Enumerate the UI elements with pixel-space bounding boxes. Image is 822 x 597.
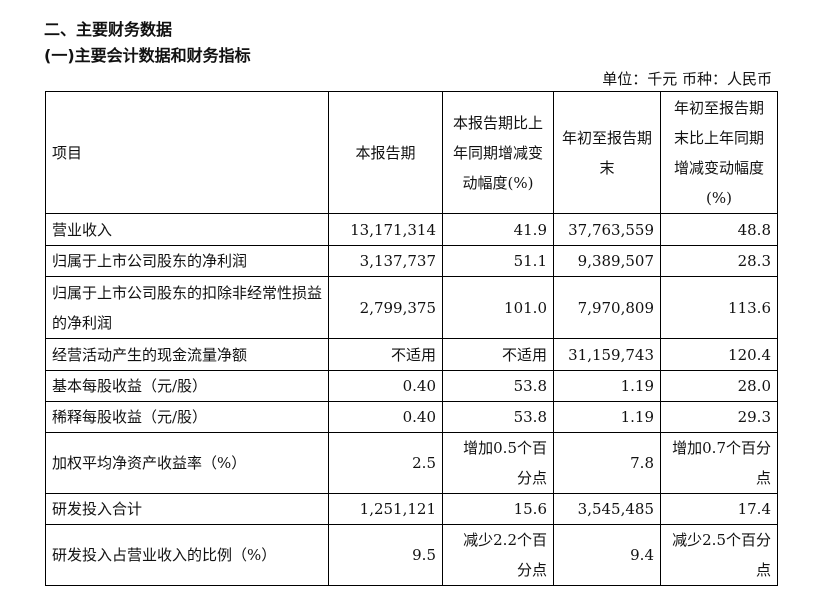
row-ytd-change: 28.0	[660, 370, 778, 402]
header-item: 项目	[45, 91, 329, 214]
row-ytd: 37,763,559	[553, 213, 661, 246]
header-ytd: 年初至报告期末	[553, 91, 661, 214]
row-current-change: 增加0.5个百分点	[442, 432, 554, 494]
row-ytd: 3,545,485	[553, 493, 661, 525]
row-ytd: 7.8	[553, 432, 661, 494]
table-row: 加权平均净资产收益率（%） 2.5 增加0.5个百分点 7.8 增加0.7个百分点	[45, 432, 778, 494]
table-row: 基本每股收益（元/股） 0.40 53.8 1.19 28.0	[45, 370, 778, 402]
row-item: 研发投入占营业收入的比例（%）	[45, 524, 329, 586]
row-ytd: 1.19	[553, 370, 661, 402]
row-current: 不适用	[328, 338, 443, 371]
table-row: 研发投入合计 1,251,121 15.6 3,545,485 17.4	[45, 493, 778, 525]
row-current: 13,171,314	[328, 213, 443, 246]
table-row: 研发投入占营业收入的比例（%） 9.5 减少2.2个百分点 9.4 减少2.5个百分点	[45, 524, 778, 586]
table-row: 归属于上市公司股东的扣除非经常性损益的净利润 2,799,375 101.0 7,97…	[45, 276, 778, 339]
row-current-change: 51.1	[442, 245, 554, 277]
row-current-change: 不适用	[442, 338, 554, 371]
row-item: 稀释每股收益（元/股）	[45, 401, 329, 433]
row-item: 基本每股收益（元/股）	[45, 370, 329, 402]
row-item: 归属于上市公司股东的扣除非经常性损益的净利润	[45, 276, 329, 339]
row-current: 3,137,737	[328, 245, 443, 277]
table-row: 稀释每股收益（元/股） 0.40 53.8 1.19 29.3	[45, 401, 778, 433]
header-ytd-change: 年初至报告期末比上年同期增减变动幅度(%)	[660, 91, 778, 214]
row-current: 9.5	[328, 524, 443, 586]
row-item: 研发投入合计	[45, 493, 329, 525]
row-current-change: 53.8	[442, 370, 554, 402]
row-current-change: 15.6	[442, 493, 554, 525]
unit-line: 单位：千元 币种：人民币	[602, 70, 772, 88]
financial-data-table: 项目 本报告期 本报告期比上年同期增减变动幅度(%) 年初至报告期末 年初至报告…	[45, 91, 778, 586]
row-current: 1,251,121	[328, 493, 443, 525]
row-ytd-change: 28.3	[660, 245, 778, 277]
row-current-change: 41.9	[442, 213, 554, 246]
row-current-change: 53.8	[442, 401, 554, 433]
row-ytd-change: 113.6	[660, 276, 778, 339]
header-current-change: 本报告期比上年同期增减变动幅度(%)	[442, 91, 554, 214]
table-header-row: 项目 本报告期 本报告期比上年同期增减变动幅度(%) 年初至报告期末 年初至报告…	[45, 91, 778, 214]
section-title: 二、主要财务数据	[44, 20, 173, 39]
table-row: 经营活动产生的现金流量净额 不适用 不适用 31,159,743 120.4	[45, 338, 778, 371]
row-ytd: 1.19	[553, 401, 661, 433]
row-current-change: 减少2.2个百分点	[442, 524, 554, 586]
row-ytd: 7,970,809	[553, 276, 661, 339]
row-ytd: 31,159,743	[553, 338, 661, 371]
row-current: 2.5	[328, 432, 443, 494]
row-ytd-change: 48.8	[660, 213, 778, 246]
row-ytd-change: 增加0.7个百分点	[660, 432, 778, 494]
row-item: 营业收入	[45, 213, 329, 246]
row-item: 经营活动产生的现金流量净额	[45, 338, 329, 371]
row-item: 加权平均净资产收益率（%）	[45, 432, 329, 494]
row-ytd: 9,389,507	[553, 245, 661, 277]
row-current: 2,799,375	[328, 276, 443, 339]
row-current: 0.40	[328, 401, 443, 433]
header-current: 本报告期	[328, 91, 443, 214]
row-current: 0.40	[328, 370, 443, 402]
row-ytd: 9.4	[553, 524, 661, 586]
row-ytd-change: 17.4	[660, 493, 778, 525]
subsection-title: (一)主要会计数据和财务指标	[44, 46, 251, 65]
row-ytd-change: 减少2.5个百分点	[660, 524, 778, 586]
table-row: 归属于上市公司股东的净利润 3,137,737 51.1 9,389,507 28.3	[45, 245, 778, 277]
row-item: 归属于上市公司股东的净利润	[45, 245, 329, 277]
row-current-change: 101.0	[442, 276, 554, 339]
row-ytd-change: 120.4	[660, 338, 778, 371]
table-row: 营业收入 13,171,314 41.9 37,763,559 48.8	[45, 213, 778, 246]
row-ytd-change: 29.3	[660, 401, 778, 433]
